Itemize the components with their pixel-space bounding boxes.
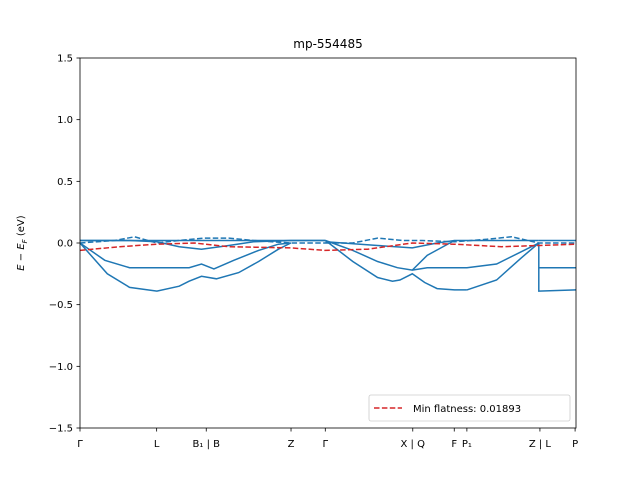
- y-axis-label: E − EF (eV): [16, 215, 29, 270]
- y-axis-label-sub: F: [21, 238, 29, 243]
- y-tick-label: −1.0: [49, 362, 73, 373]
- x-tick-label: L: [154, 439, 160, 450]
- y-tick-label: −0.5: [49, 300, 73, 311]
- band-line-13: [325, 236, 576, 244]
- legend-label: Min flatness: 0.01893: [413, 404, 521, 415]
- x-tick-label: F: [451, 439, 457, 450]
- band-line-4: [466, 242, 540, 291]
- band-line-12: [80, 236, 326, 244]
- x-tick-label: Z | L: [529, 439, 552, 450]
- x-tick-label: X | Q: [401, 439, 426, 450]
- y-tick-label: 1.0: [57, 115, 73, 126]
- legend: Min flatness: 0.01893: [368, 394, 571, 422]
- y-tick-label: 0.5: [57, 177, 73, 188]
- x-tick-label: P: [572, 439, 578, 450]
- band-line-3: [325, 239, 467, 291]
- y-tick-label: 0.0: [57, 239, 73, 250]
- x-tick-label: B₁ | B: [193, 439, 221, 450]
- y-axis-label-main: E − E: [16, 243, 27, 271]
- x-tick-label: Γ: [323, 439, 329, 450]
- band-line-5: [325, 239, 540, 271]
- band-line-1: [80, 242, 291, 270]
- band-line-8: [538, 243, 576, 292]
- chart-title: mp-554485: [293, 37, 362, 51]
- legend-box: [368, 394, 571, 422]
- y-tick-label: 1.5: [57, 54, 73, 65]
- x-tick-label: Z: [288, 439, 295, 450]
- band-line-7: [411, 239, 455, 271]
- y-axis-label-unit: (eV): [16, 215, 27, 239]
- flatness-line: [80, 242, 576, 252]
- x-tick-label: Γ: [77, 439, 83, 450]
- band-line-0: [80, 242, 292, 292]
- x-tick-label: P₁: [462, 439, 472, 450]
- y-tick-label: −1.5: [49, 424, 73, 435]
